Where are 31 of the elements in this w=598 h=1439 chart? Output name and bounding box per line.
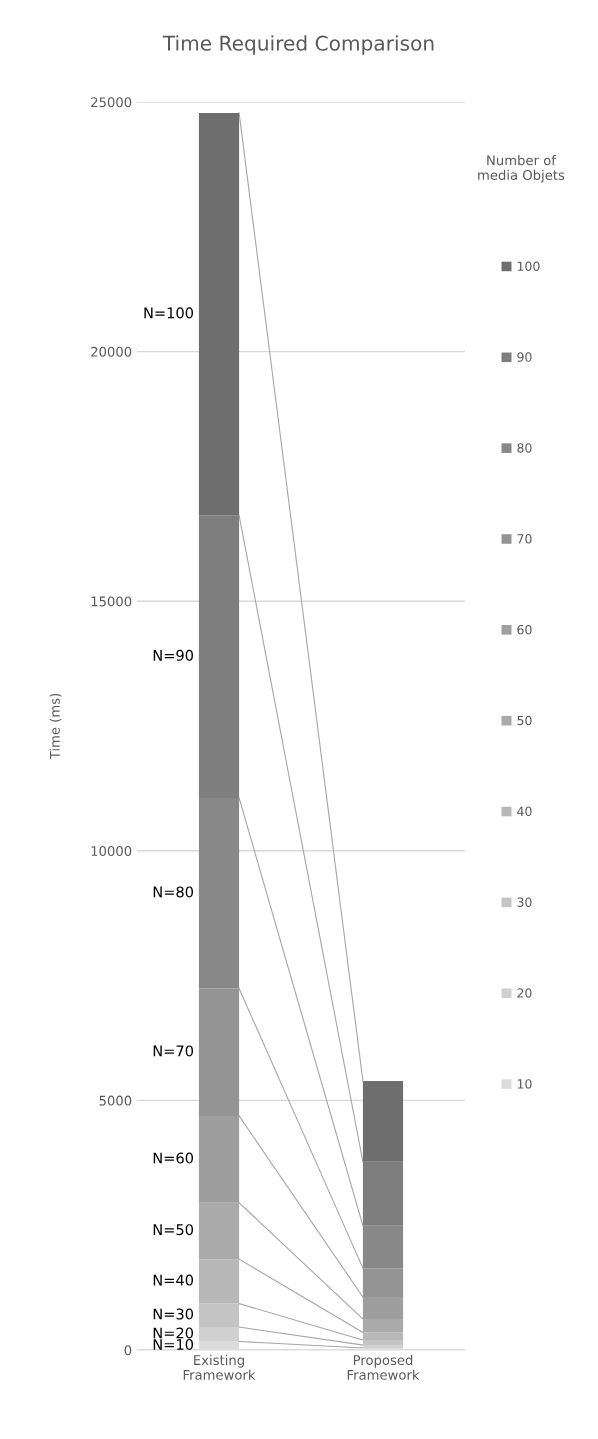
legend-label: 40 (517, 806, 532, 817)
y-tick-label: 5000 (99, 1095, 132, 1106)
legend-label: 50 (517, 715, 532, 726)
y-tick-label: 10000 (91, 846, 132, 856)
chart-title: Time Required Comparison (162, 35, 434, 55)
annotation: N=100 (144, 307, 194, 319)
annotation: N=20 (153, 1327, 194, 1339)
legend-label: 90 (517, 352, 532, 362)
legend-label: 60 (517, 624, 532, 635)
legend-label: 30 (517, 897, 532, 907)
annotation: N=50 (153, 1224, 194, 1236)
y-tick-label: 20000 (91, 346, 132, 357)
y-tick-label: 25000 (91, 97, 132, 108)
legend-label: 10 (517, 1079, 532, 1089)
x-tick-label: Existing Framework (183, 1354, 256, 1380)
annotation: N=90 (153, 649, 194, 661)
x-tick-label: Proposed Framework (347, 1354, 420, 1380)
legend-label: 70 (517, 534, 532, 544)
annotation: N=30 (153, 1308, 194, 1320)
legend-title: Number of media Objets (478, 155, 565, 183)
y-tick-label: 15000 (91, 596, 132, 607)
legend-label: 100 (517, 261, 540, 271)
annotation: N=40 (153, 1274, 194, 1286)
annotation: N=70 (153, 1045, 194, 1057)
annotation: N=60 (153, 1152, 194, 1164)
legend-label: 20 (517, 988, 532, 998)
y-axis-title: Time (ms) (49, 693, 62, 760)
legend-label: 80 (517, 443, 532, 453)
y-tick-label: 0 (124, 1345, 132, 1356)
annotation: N=80 (153, 886, 194, 898)
annotation: N=10 (153, 1338, 194, 1350)
